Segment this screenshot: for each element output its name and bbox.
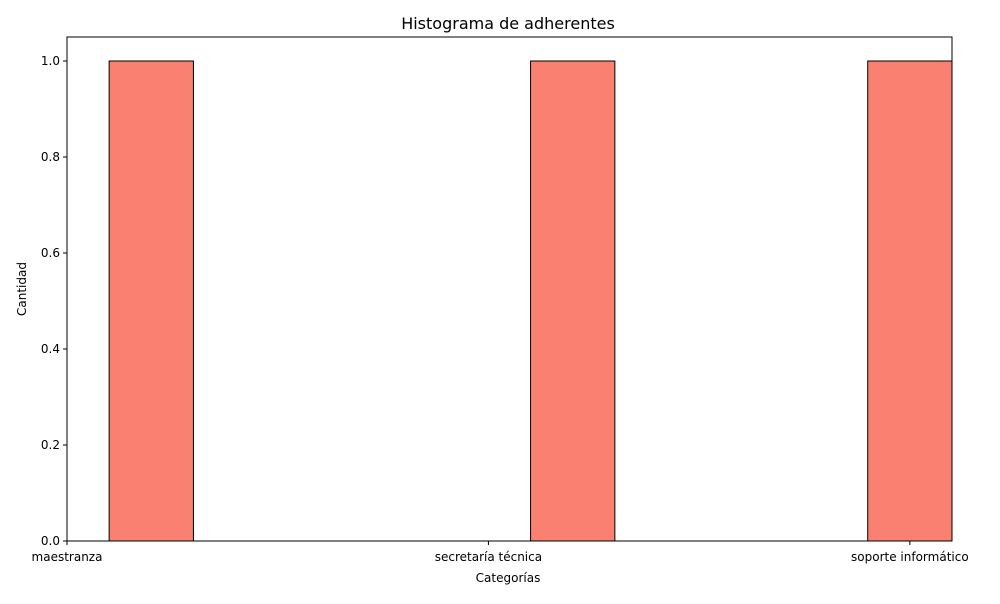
x-axis-label: Categorías xyxy=(476,571,541,585)
histogram-bar-0 xyxy=(108,60,194,542)
y-tick-label: 0.0 xyxy=(41,534,60,548)
axes-frame xyxy=(66,36,953,542)
y-axis: 0.0 0.2 0.4 0.6 0.8 1.0 xyxy=(41,54,67,548)
x-tick-label: soporte informático xyxy=(851,550,969,564)
y-tick-label: 0.8 xyxy=(41,150,60,164)
y-tick-label: 1.0 xyxy=(41,54,60,68)
y-tick-label: 0.6 xyxy=(41,246,60,260)
x-tick-label: maestranza xyxy=(32,550,103,564)
y-tick-label: 0.2 xyxy=(41,438,60,452)
chart-title: Histograma de adherentes xyxy=(401,14,615,33)
y-tick-label: 0.4 xyxy=(41,342,60,356)
histogram-bar-2 xyxy=(867,60,953,542)
plot-area xyxy=(108,60,953,542)
x-tick-label: secretaría técnica xyxy=(435,550,542,564)
y-axis-label: Cantidad xyxy=(15,262,29,316)
x-axis: maestranza secretaría técnica soporte info… xyxy=(32,541,969,564)
histogram-bar-1 xyxy=(530,60,616,542)
